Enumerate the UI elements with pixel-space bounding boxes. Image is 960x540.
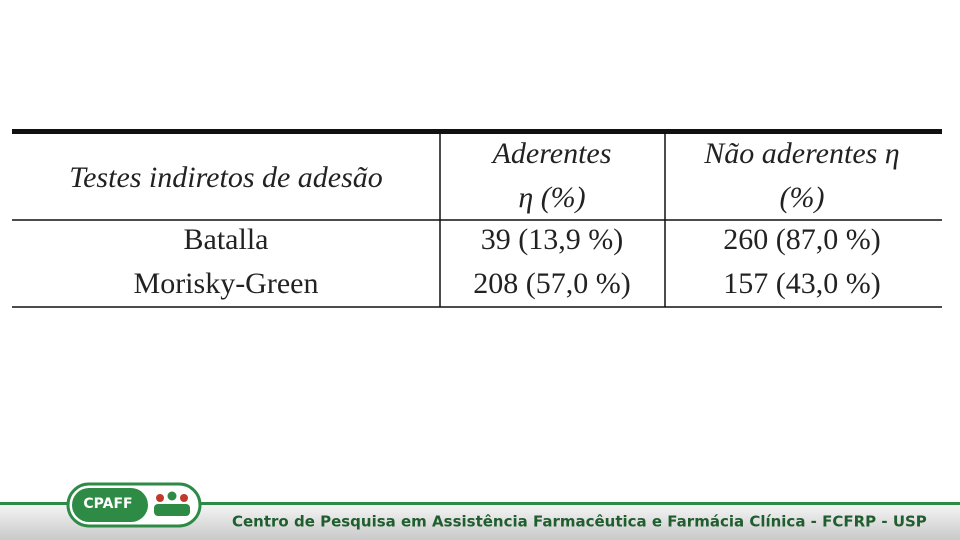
table-cell: 260 (87,0 %)	[723, 223, 880, 256]
footer: CPAFF Centro de Pesquisa em Assistência …	[0, 482, 960, 540]
logo-icon	[154, 504, 190, 516]
logo-text: CPAFF	[83, 496, 132, 512]
logo-icon	[156, 494, 164, 502]
table-cell: 208 (57,0 %)	[473, 267, 630, 300]
table: Testes indiretos de adesão Aderentes η (…	[12, 129, 942, 308]
logo-icon	[167, 491, 177, 501]
table-cell: Morisky-Green	[134, 267, 319, 300]
table-cell: Batalla	[184, 223, 269, 256]
table-top-rule	[12, 129, 942, 134]
header-cell: Aderentes	[491, 137, 612, 170]
logo-badge	[72, 488, 148, 522]
header-cell: η (%)	[518, 181, 585, 214]
table-cell: 157 (43,0 %)	[723, 267, 880, 300]
header-cell: Não aderentes η	[703, 137, 899, 170]
header-cell: (%)	[780, 181, 825, 214]
table-cell: 39 (13,9 %)	[481, 223, 623, 256]
header-cell: Testes indiretos de adesão	[69, 161, 383, 194]
footer-text: Centro de Pesquisa em Assistência Farmac…	[232, 513, 927, 531]
logo-icon	[180, 494, 188, 502]
footer-line	[0, 502, 960, 505]
